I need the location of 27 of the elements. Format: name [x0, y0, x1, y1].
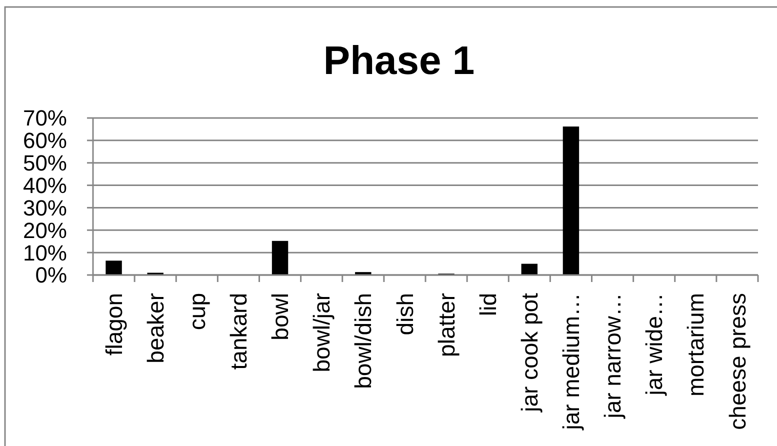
- y-tick-label: 30%: [22, 195, 67, 220]
- x-tick-label: jar cook pot: [516, 292, 542, 413]
- x-tick-label: beaker: [142, 292, 168, 364]
- x-tick-label: bowl/jar: [308, 292, 335, 372]
- x-tick-label: jar narrow…: [600, 293, 626, 420]
- x-tick-label: dish: [392, 293, 418, 336]
- y-tick-label: 0%: [35, 262, 67, 288]
- x-tick-label: cup: [184, 293, 210, 330]
- x-tick-label: cheese press: [724, 293, 750, 430]
- y-tick-label: 20%: [22, 218, 67, 243]
- x-tick-label: platter: [433, 292, 460, 357]
- y-tick-label: 60%: [22, 128, 67, 154]
- y-tick-label: 10%: [22, 240, 67, 266]
- chart-title: Phase 1: [323, 39, 475, 83]
- bar: [106, 260, 122, 275]
- x-tick-label: jar medium…: [558, 293, 584, 431]
- x-tick-label: bowl: [267, 293, 294, 340]
- x-tick-label: tankard: [226, 293, 252, 370]
- x-tick-label: flagon: [100, 293, 127, 356]
- x-tick-label: bowl/dish: [350, 293, 376, 389]
- x-tick-label: mortarium: [682, 293, 709, 397]
- bar: [272, 240, 288, 275]
- x-tick-label: jar wide…: [641, 293, 668, 396]
- bar: [521, 264, 538, 275]
- x-tick-label: lid: [474, 293, 501, 316]
- bar: [562, 126, 580, 275]
- y-tick-label: 70%: [22, 106, 67, 131]
